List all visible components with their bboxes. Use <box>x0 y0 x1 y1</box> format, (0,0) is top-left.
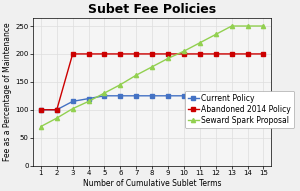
Abandoned 2014 Policy <box>166 53 170 55</box>
Current Policy <box>150 95 154 97</box>
Seward Spark Proposal <box>198 42 202 44</box>
Abandoned 2014 Policy <box>87 53 90 55</box>
Current Policy <box>71 100 74 103</box>
Current Policy <box>118 95 122 97</box>
Current Policy <box>214 95 217 97</box>
Abandoned 2014 Policy <box>246 53 249 55</box>
Seward Spark Proposal <box>39 125 43 128</box>
Abandoned 2014 Policy <box>134 53 138 55</box>
Seward Spark Proposal <box>150 66 154 68</box>
Current Policy <box>246 95 249 97</box>
Y-axis label: Fee as a Percentage of Maintenance: Fee as a Percentage of Maintenance <box>4 22 13 161</box>
Abandoned 2014 Policy <box>150 53 154 55</box>
Abandoned 2014 Policy <box>230 53 233 55</box>
Legend: Current Policy, Abandoned 2014 Policy, Seward Spark Proposal: Current Policy, Abandoned 2014 Policy, S… <box>184 91 294 128</box>
Abandoned 2014 Policy <box>198 53 202 55</box>
Abandoned 2014 Policy <box>214 53 217 55</box>
Abandoned 2014 Policy <box>118 53 122 55</box>
Seward Spark Proposal <box>134 74 138 76</box>
Current Policy <box>87 97 90 100</box>
Current Policy <box>166 95 170 97</box>
Current Policy <box>55 109 58 111</box>
Current Policy <box>134 95 138 97</box>
Seward Spark Proposal <box>182 50 186 52</box>
Current Policy <box>39 109 43 111</box>
Line: Current Policy: Current Policy <box>39 94 265 112</box>
Current Policy <box>262 95 265 97</box>
Title: Subet Fee Policies: Subet Fee Policies <box>88 3 216 16</box>
Seward Spark Proposal <box>230 25 233 27</box>
Seward Spark Proposal <box>118 83 122 86</box>
Current Policy <box>230 95 233 97</box>
Line: Abandoned 2014 Policy: Abandoned 2014 Policy <box>39 52 265 112</box>
Seward Spark Proposal <box>55 117 58 119</box>
Abandoned 2014 Policy <box>55 109 58 111</box>
Abandoned 2014 Policy <box>182 53 186 55</box>
Seward Spark Proposal <box>103 92 106 94</box>
X-axis label: Number of Cumulative Sublet Terms: Number of Cumulative Sublet Terms <box>83 179 221 188</box>
Abandoned 2014 Policy <box>71 53 74 55</box>
Current Policy <box>198 95 202 97</box>
Seward Spark Proposal <box>87 100 90 103</box>
Seward Spark Proposal <box>214 33 217 36</box>
Seward Spark Proposal <box>71 108 74 110</box>
Abandoned 2014 Policy <box>262 53 265 55</box>
Line: Seward Spark Proposal: Seward Spark Proposal <box>39 24 266 129</box>
Seward Spark Proposal <box>166 57 170 60</box>
Abandoned 2014 Policy <box>103 53 106 55</box>
Abandoned 2014 Policy <box>39 109 43 111</box>
Seward Spark Proposal <box>246 25 249 27</box>
Current Policy <box>182 95 186 97</box>
Current Policy <box>103 95 106 97</box>
Seward Spark Proposal <box>262 25 265 27</box>
